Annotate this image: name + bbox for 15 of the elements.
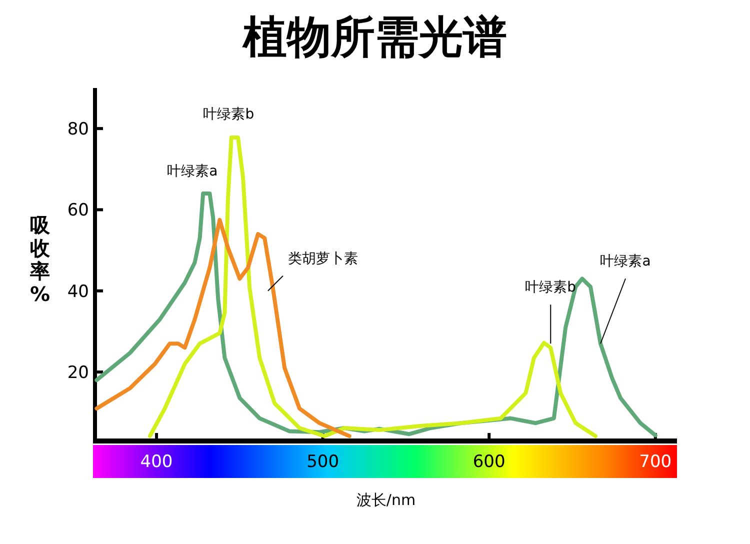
chart-title: 植物所需光谱 bbox=[242, 12, 507, 63]
annotation: 叶绿素b bbox=[203, 106, 254, 123]
x-axis-title: 波长/nm bbox=[356, 491, 416, 509]
y-axis-title: 吸收率% bbox=[30, 213, 50, 306]
annotation: 叶绿素a bbox=[167, 163, 218, 180]
y-tick-label: 80 bbox=[67, 120, 89, 140]
x-tick-label: 400 bbox=[140, 452, 173, 472]
x-tick-label: 600 bbox=[472, 452, 506, 472]
annotation: 类胡萝卜素 bbox=[288, 250, 358, 267]
y-tick-label: 40 bbox=[67, 282, 89, 302]
x-tick-label: 700 bbox=[639, 452, 672, 472]
x-tick-label: 500 bbox=[306, 452, 340, 472]
annotation: 叶绿素a bbox=[600, 254, 651, 270]
y-tick-label: 60 bbox=[67, 200, 89, 221]
y-tick-label: 20 bbox=[67, 363, 89, 384]
